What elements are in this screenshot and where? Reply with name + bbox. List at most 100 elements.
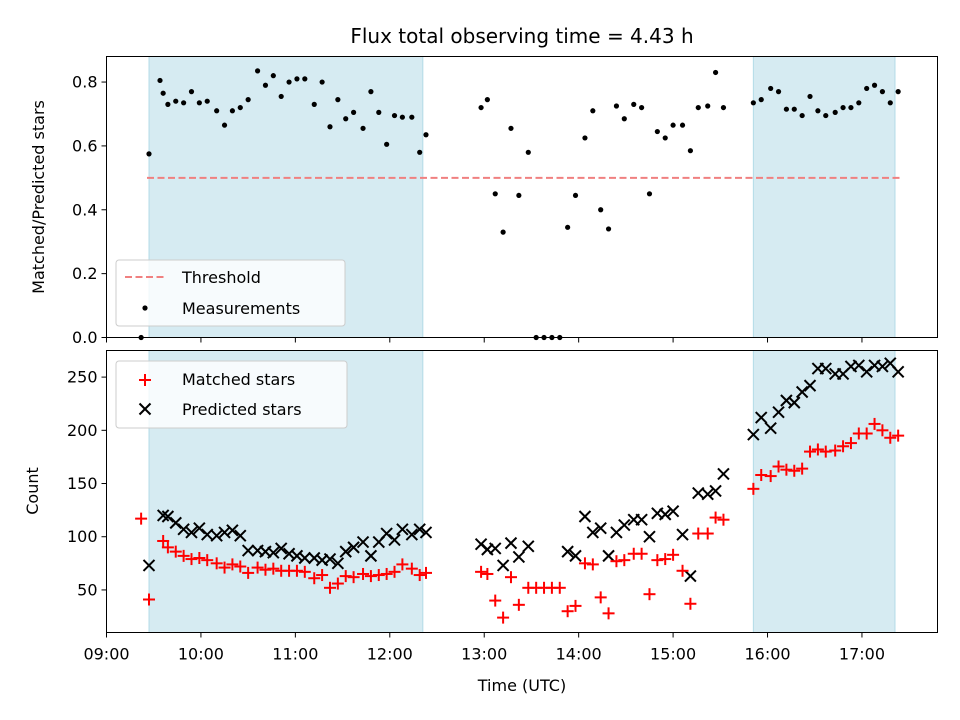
measurement-point-23 bbox=[319, 79, 325, 85]
predicted-point-15 bbox=[267, 546, 280, 559]
matched-point-59 bbox=[659, 553, 672, 566]
measurement-point-14 bbox=[245, 97, 251, 103]
matched-point-33 bbox=[405, 562, 418, 575]
measurement-point-68 bbox=[750, 100, 756, 106]
legend-predicted-label: Predicted stars bbox=[182, 400, 302, 419]
predicted-point-29 bbox=[380, 527, 393, 540]
measurement-point-77 bbox=[823, 112, 829, 119]
measurement-point-76 bbox=[815, 108, 821, 114]
predicted-point-62 bbox=[747, 428, 760, 441]
matched-point-46 bbox=[553, 581, 566, 594]
matched-stars-points bbox=[135, 417, 905, 624]
measurement-point-7 bbox=[188, 89, 195, 95]
predicted-point-5 bbox=[185, 526, 198, 539]
matched-point-84 bbox=[884, 431, 897, 444]
y-tick-label-1: 0.2 bbox=[72, 264, 97, 283]
predicted-point-4 bbox=[177, 523, 190, 536]
top-legend-box bbox=[115, 259, 346, 327]
measurement-point-65 bbox=[705, 103, 711, 109]
measurement-point-22 bbox=[311, 101, 317, 107]
measurement-point-59 bbox=[654, 128, 660, 135]
x-tick-label-6: 15:00 bbox=[650, 645, 696, 664]
matched-point-0 bbox=[135, 512, 148, 525]
measurement-point-55 bbox=[621, 116, 627, 122]
predicted-point-10 bbox=[226, 524, 239, 537]
legend-predicted-swatch bbox=[138, 402, 152, 416]
measurement-point-8 bbox=[196, 100, 202, 106]
x-tick-label-1: 10:00 bbox=[178, 645, 224, 664]
top-y-ticks: 0.0 0.2 0.4 0.6 0.8 bbox=[72, 73, 107, 347]
matched-point-52 bbox=[602, 607, 615, 620]
matched-point-65 bbox=[709, 511, 722, 524]
measurement-point-56 bbox=[631, 101, 637, 107]
x-tick-label-4: 13:00 bbox=[461, 645, 507, 664]
matched-point-28 bbox=[364, 570, 377, 583]
measurement-point-27 bbox=[350, 109, 357, 115]
measurement-point-38 bbox=[484, 97, 490, 103]
matched-point-74 bbox=[804, 445, 817, 458]
measurement-point-63 bbox=[687, 148, 694, 154]
predicted-point-42 bbox=[561, 545, 574, 558]
measurement-point-62 bbox=[679, 122, 686, 128]
predicted-point-2 bbox=[161, 510, 175, 523]
predicted-stars-points bbox=[142, 357, 905, 583]
measurement-point-30 bbox=[376, 109, 382, 115]
measurement-point-37 bbox=[478, 104, 484, 111]
matched-point-41 bbox=[512, 598, 525, 611]
predicted-point-49 bbox=[618, 518, 631, 532]
measurement-point-10 bbox=[214, 108, 220, 114]
measurement-point-18 bbox=[278, 93, 284, 100]
matched-point-64 bbox=[701, 527, 714, 540]
legend-measurements-label: Measurements bbox=[182, 299, 300, 318]
matched-point-49 bbox=[578, 557, 591, 570]
measurement-point-67 bbox=[720, 104, 727, 111]
top-plot-frame bbox=[106, 56, 938, 338]
measurement-point-4 bbox=[165, 101, 171, 107]
measurement-point-74 bbox=[799, 112, 805, 119]
matched-point-68 bbox=[755, 469, 768, 482]
measurement-point-83 bbox=[871, 82, 878, 88]
y-tick-label-2: 0.4 bbox=[72, 200, 97, 219]
predicted-point-31 bbox=[396, 523, 409, 536]
predicted-point-68 bbox=[795, 385, 809, 399]
measurement-point-41 bbox=[508, 125, 514, 131]
matched-point-25 bbox=[339, 570, 352, 583]
matched-point-22 bbox=[316, 569, 329, 582]
predicted-point-67 bbox=[788, 396, 801, 409]
matched-point-12 bbox=[234, 560, 247, 573]
measurement-point-9 bbox=[204, 98, 210, 104]
matched-point-50 bbox=[586, 558, 599, 571]
matched-point-40 bbox=[504, 571, 517, 584]
bottom-y-ticks: 50 100 150 200 250 bbox=[67, 368, 107, 599]
matched-point-75 bbox=[811, 443, 824, 456]
measurement-point-66 bbox=[712, 69, 719, 76]
x-tick-label-8: 17:00 bbox=[839, 645, 885, 664]
top-y-axis-label: Matched/Predicted stars bbox=[29, 100, 48, 294]
measurement-point-86 bbox=[895, 89, 901, 95]
predicted-point-8 bbox=[210, 529, 223, 542]
matched-point-77 bbox=[829, 444, 842, 457]
predicted-point-9 bbox=[218, 526, 231, 539]
matched-point-36 bbox=[475, 565, 488, 578]
predicted-point-55 bbox=[666, 504, 680, 518]
predicted-point-52 bbox=[643, 530, 656, 543]
predicted-point-20 bbox=[308, 551, 321, 565]
predicted-point-46 bbox=[594, 522, 607, 535]
matched-point-47 bbox=[561, 605, 574, 618]
predicted-point-63 bbox=[755, 411, 768, 424]
predicted-point-39 bbox=[504, 536, 518, 550]
predicted-point-32 bbox=[405, 528, 419, 541]
measurement-point-2 bbox=[157, 77, 163, 84]
measurement-point-25 bbox=[335, 97, 341, 103]
matched-point-34 bbox=[413, 569, 426, 582]
measurement-point-39 bbox=[492, 191, 498, 197]
matched-point-76 bbox=[819, 445, 832, 458]
predicted-point-17 bbox=[282, 547, 296, 560]
matched-point-16 bbox=[267, 562, 280, 575]
measurement-point-72 bbox=[783, 106, 790, 112]
predicted-point-26 bbox=[356, 535, 370, 549]
matched-point-7 bbox=[193, 552, 206, 565]
bottom-panel-star-counts: 50 100 150 200 250 09:00 10:00 11:00 12:00 13:00… bbox=[23, 350, 938, 695]
measurement-point-61 bbox=[670, 122, 676, 128]
matched-point-60 bbox=[667, 548, 680, 561]
